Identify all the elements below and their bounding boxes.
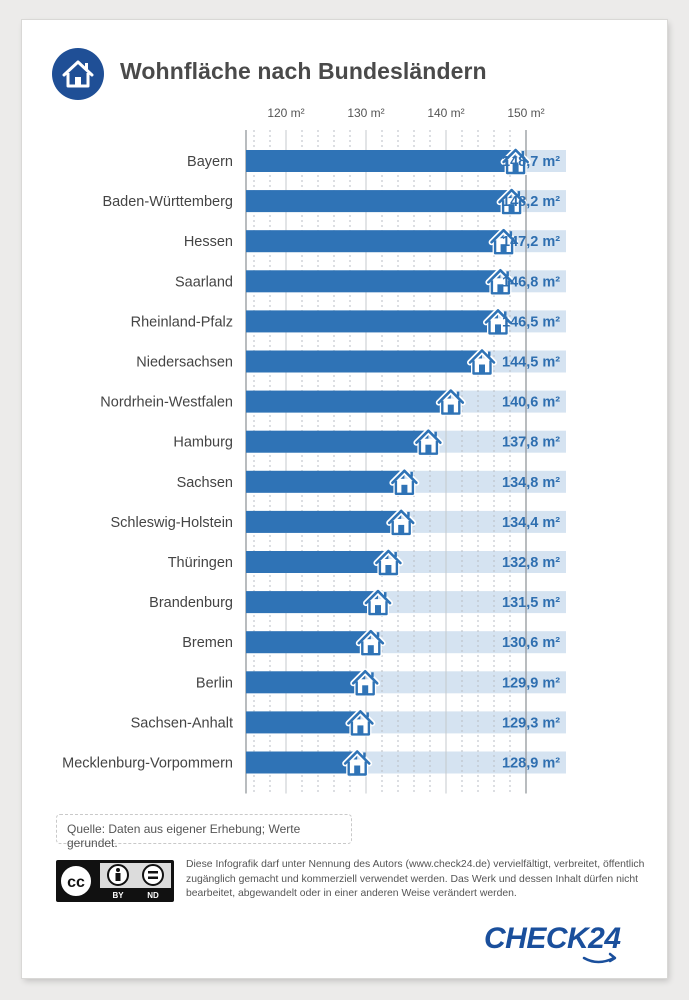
infographic-card [22, 20, 667, 978]
bar [246, 551, 389, 573]
svg-text:cc: cc [67, 874, 85, 891]
bar [246, 430, 429, 453]
house-icon [496, 187, 527, 216]
page-title: Wohnfläche nach Bundesländern [120, 58, 487, 84]
cc-nd-label: ND [147, 891, 159, 900]
tick-label: 120 m² [267, 106, 304, 120]
category-label: Rheinland-Pfalz [131, 314, 233, 330]
value-label: 148,2 m² [502, 194, 560, 210]
house-icon [350, 668, 381, 697]
category-label: Sachsen-Anhalt [131, 715, 233, 731]
license-text: Diese Infografik darf unter Nennung des … [186, 859, 645, 899]
bar [246, 390, 451, 413]
bar [246, 150, 516, 172]
cc-by-label: BY [112, 891, 124, 900]
bar [246, 671, 366, 694]
creative-commons-icon: cc BY ND [56, 860, 174, 902]
tick-label: 150 m² [507, 106, 544, 120]
category-label: Hessen [184, 234, 233, 250]
bar [246, 591, 378, 614]
value-label: 132,8 m² [502, 555, 560, 571]
house-icon [435, 387, 466, 416]
bar-chart: 120 m² 130 m² 140 m² 150 m² Bayern 148,7 m² Ba… [62, 106, 566, 794]
house-icon [467, 347, 497, 376]
bar [246, 310, 498, 333]
house-icon [413, 427, 444, 456]
house-icon [373, 548, 404, 576]
category-label: Bremen [182, 635, 233, 651]
category-label: Sachsen [177, 475, 233, 491]
value-label: 134,4 m² [502, 515, 560, 531]
category-label: Berlin [196, 675, 233, 691]
value-label: 128,9 m² [502, 756, 560, 772]
bar [246, 350, 482, 373]
value-label: 131,5 m² [502, 595, 560, 611]
value-label: 144,5 m² [502, 355, 560, 371]
bar [246, 751, 358, 774]
category-label: Saarland [175, 274, 233, 290]
bar [246, 230, 504, 253]
value-label: 130,6 m² [502, 635, 560, 651]
house-icon [342, 748, 373, 777]
bar [246, 470, 405, 493]
source-note: Quelle: Daten aus eigener Erhebung; Wert… [56, 814, 352, 850]
category-label: Niedersachsen [136, 355, 233, 371]
value-label: 146,8 m² [502, 274, 560, 290]
value-label: 140,6 m² [502, 395, 560, 411]
house-icon [483, 307, 513, 336]
house-icon [345, 708, 376, 737]
value-label: 146,5 m² [502, 314, 560, 330]
value-label: 129,3 m² [502, 715, 560, 731]
value-label: 137,8 m² [502, 435, 560, 451]
bar [246, 270, 501, 293]
category-label: Schleswig-Holstein [111, 515, 234, 531]
logo-text: CHECK24 [484, 922, 621, 955]
house-icon [363, 588, 393, 617]
house-icon [52, 48, 104, 100]
category-label: Nordrhein-Westfalen [100, 395, 233, 411]
tick-label: 130 m² [347, 106, 384, 120]
bar [246, 510, 402, 533]
house-icon [389, 467, 420, 496]
tick-label: 140 m² [427, 106, 464, 120]
house-icon [355, 628, 386, 657]
value-label: 148,7 m² [502, 154, 560, 170]
value-label: 147,2 m² [502, 234, 560, 250]
category-label: Bayern [187, 154, 233, 170]
category-label: Thüringen [168, 555, 233, 571]
category-label: Baden-Württemberg [102, 194, 233, 210]
category-label: Hamburg [173, 435, 233, 451]
value-label: 129,9 m² [502, 675, 560, 691]
house-icon [488, 227, 519, 256]
check24-logo: CHECK24 [480, 922, 636, 968]
bar [246, 190, 512, 213]
bar [246, 711, 361, 734]
house-icon [485, 267, 516, 296]
category-label: Brandenburg [149, 595, 233, 611]
category-label: Mecklenburg-Vorpommern [62, 756, 233, 772]
bar [246, 631, 371, 654]
house-icon [386, 507, 417, 536]
house-icon [500, 147, 531, 175]
value-label: 134,8 m² [502, 475, 560, 491]
